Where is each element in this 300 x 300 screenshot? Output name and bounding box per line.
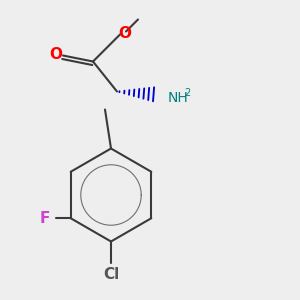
Text: O: O [49,46,62,62]
Text: F: F [40,211,50,226]
Text: NH: NH [168,91,189,104]
Text: Cl: Cl [103,267,119,282]
Text: 2: 2 [184,88,191,98]
Text: O: O [118,26,131,40]
